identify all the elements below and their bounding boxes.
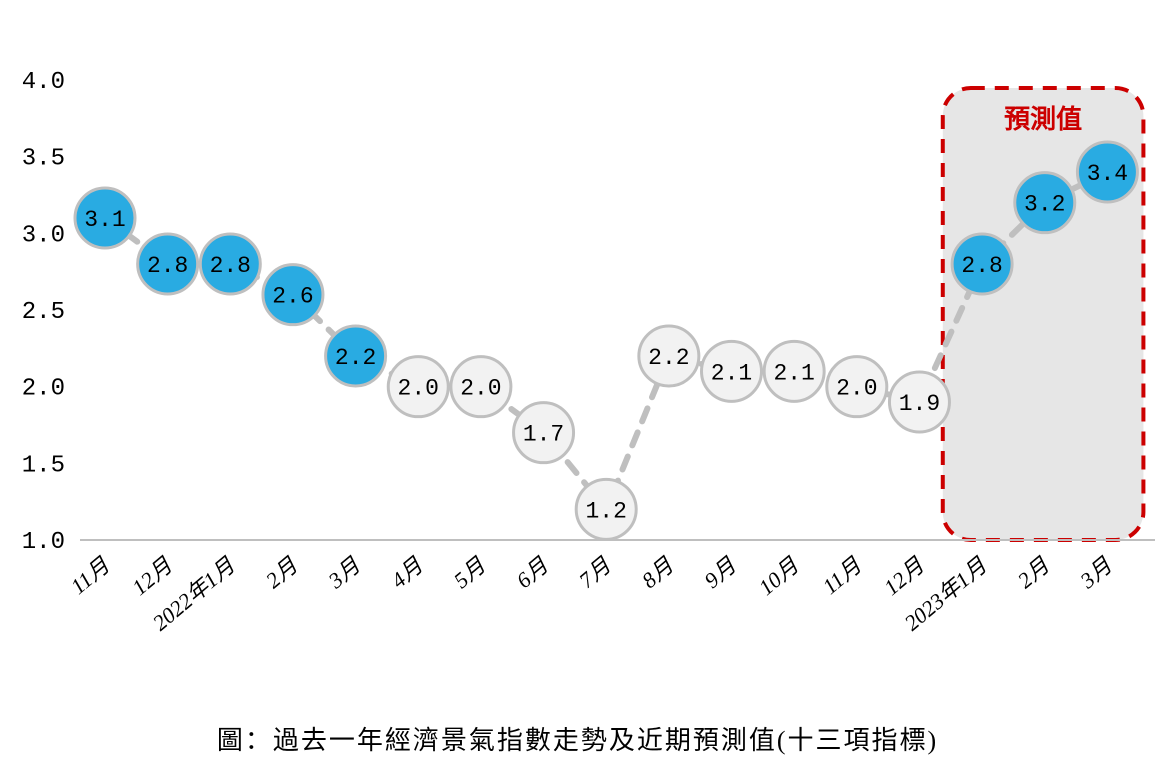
data-label: 3.2 bbox=[1024, 192, 1065, 218]
data-label: 2.8 bbox=[210, 253, 251, 279]
economic-index-chart: 預測值 1.0 1.5 2.0 2.5 3.0 3.5 4.0 3.1 2.8 2.8 2.6 2.2 2… bbox=[0, 0, 1155, 770]
data-label: 2.0 bbox=[398, 376, 439, 402]
data-label: 1.2 bbox=[585, 498, 626, 524]
y-tick-label: 3.0 bbox=[22, 222, 65, 249]
y-tick-label: 1.0 bbox=[22, 529, 65, 556]
chart-caption: 圖：過去一年經濟景氣指數走勢及近期預測值(十三項指標) bbox=[0, 720, 1155, 757]
data-label: 1.9 bbox=[899, 391, 940, 417]
forecast-label: 預測值 bbox=[1004, 105, 1082, 134]
data-label: 2.8 bbox=[961, 253, 1002, 279]
data-label: 2.1 bbox=[711, 360, 752, 386]
y-tick-label: 3.5 bbox=[22, 146, 65, 173]
data-label: 1.7 bbox=[523, 422, 564, 448]
data-label: 2.8 bbox=[147, 253, 188, 279]
chart-container: 預測值 1.0 1.5 2.0 2.5 3.0 3.5 4.0 3.1 2.8 2.8 2.6 2.2 2… bbox=[0, 0, 1155, 770]
data-label: 2.6 bbox=[272, 284, 313, 310]
data-label: 2.0 bbox=[460, 376, 501, 402]
data-label: 2.1 bbox=[773, 360, 814, 386]
data-label: 2.2 bbox=[335, 345, 376, 371]
y-tick-label: 4.0 bbox=[22, 69, 65, 96]
y-tick-label: 2.0 bbox=[22, 376, 65, 403]
data-label: 2.2 bbox=[648, 345, 689, 371]
data-label: 3.4 bbox=[1087, 161, 1128, 187]
y-tick-label: 2.5 bbox=[22, 299, 65, 326]
y-tick-label: 1.5 bbox=[22, 452, 65, 479]
data-label: 2.0 bbox=[836, 376, 877, 402]
data-label: 3.1 bbox=[84, 207, 125, 233]
